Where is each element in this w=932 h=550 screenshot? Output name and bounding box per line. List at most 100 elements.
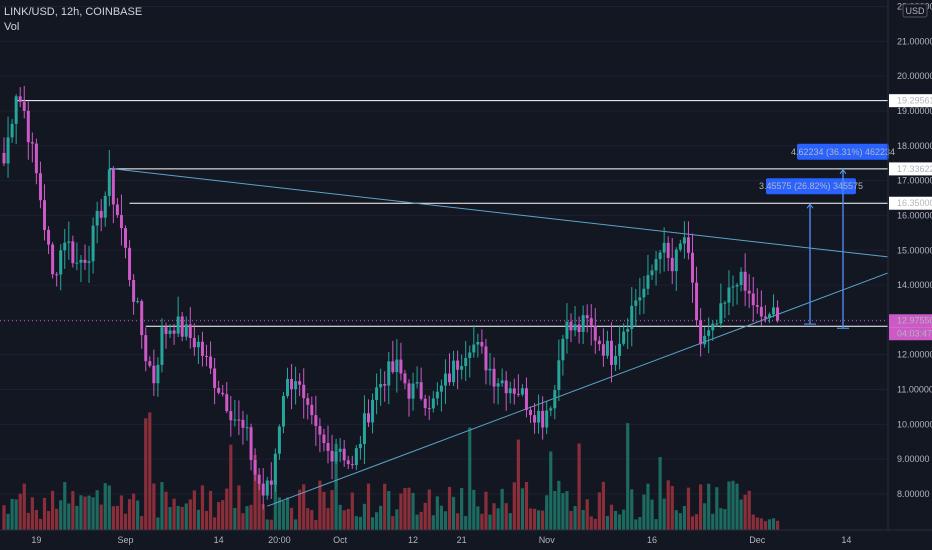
trendlines[interactable] [109, 167, 889, 507]
candle-body [371, 399, 375, 423]
candle-body [524, 388, 528, 410]
currency-badge[interactable]: USD [902, 3, 928, 18]
candle-body [682, 237, 686, 244]
price-measurements[interactable]: 3.45575 (26.82%) 345575 4.62234 (36.31%) … [759, 143, 895, 329]
candle-body [286, 378, 289, 396]
candle-body [723, 302, 727, 304]
volume-bar [156, 517, 160, 530]
candle-body [435, 391, 439, 399]
candle-body [439, 385, 443, 392]
volume-bar [666, 480, 670, 530]
last-price-label: 12.97550 [897, 316, 932, 326]
volume-bar [6, 513, 10, 530]
volume-bar [136, 500, 140, 530]
volume-bar [727, 481, 731, 530]
trendline[interactable] [267, 272, 889, 507]
candle-body [200, 341, 204, 356]
volume-bar [686, 487, 691, 530]
volume-bar [10, 498, 14, 530]
candle-body [711, 323, 715, 331]
countdown-label: 04:03:47 [897, 329, 932, 339]
candle-body [703, 335, 707, 345]
volume-bar [213, 517, 217, 530]
volume-bar [330, 490, 334, 530]
volume-bar [168, 506, 172, 530]
price-level-badge-label: 19.29561 [897, 96, 932, 106]
candle-body [484, 346, 488, 371]
trendline[interactable] [109, 167, 889, 258]
volume-bar [221, 500, 225, 530]
volume-bar [739, 499, 743, 530]
volume-bar [55, 508, 59, 530]
volume-bar [609, 504, 614, 530]
volume-bar [257, 482, 261, 530]
candles [2, 85, 780, 510]
volume-bar [654, 519, 658, 530]
volume-bar [200, 485, 205, 530]
candle-body [229, 411, 233, 421]
volume-bar [589, 516, 593, 530]
time-axis[interactable]: 19 Sep 14 20:00 Oct 12 21 Nov 16 Dec 14 [31, 535, 851, 545]
volume-bar [443, 511, 448, 530]
candle-body [124, 228, 127, 248]
candle-body [59, 250, 63, 275]
price-tick-label: 8.00000 [897, 489, 930, 499]
candle-body [164, 327, 168, 334]
volume-bar [302, 484, 306, 530]
candle-body [342, 448, 346, 461]
volume-bar [383, 483, 387, 530]
volume-bar [670, 486, 674, 530]
volume-bar [767, 519, 772, 530]
candle-body [776, 307, 780, 321]
candle-body [646, 275, 650, 289]
candle-body [735, 284, 739, 287]
volume-bar [253, 454, 257, 530]
volume-bar [314, 519, 318, 530]
volume-bar [334, 443, 338, 530]
volume-bar [237, 485, 241, 530]
candle-body [642, 288, 646, 298]
horizontal-levels[interactable] [0, 100, 888, 327]
volume-bar [350, 492, 354, 530]
volume-bar [476, 506, 480, 530]
candle-body [618, 343, 622, 356]
countdown-badge [889, 327, 932, 341]
candle-body [34, 143, 38, 174]
candle-body [176, 316, 180, 334]
candle-body [772, 307, 775, 315]
volume-bar [707, 483, 711, 530]
candle-body [504, 380, 508, 394]
volume-bar [30, 497, 34, 530]
candle-body [520, 388, 524, 395]
volume-bar [370, 517, 375, 530]
candle-body [119, 215, 123, 229]
volume-bar [127, 499, 132, 530]
volume-bar [298, 489, 302, 530]
volume-bar [597, 492, 601, 530]
last-price-badge [889, 314, 932, 328]
symbol-title: LINK/USD, 12h, COINBASE [4, 6, 143, 18]
candle-body [184, 324, 188, 337]
candle-body [691, 252, 694, 283]
candle-body [751, 293, 755, 306]
volume-bar [111, 506, 115, 530]
volume-bar [2, 505, 6, 530]
volume-bar [107, 485, 111, 530]
price-tick-label: 18.00000 [897, 141, 932, 151]
candle-body [379, 384, 383, 388]
price-range-measure[interactable]: 3.45575 (26.82%) 345575 [759, 178, 863, 325]
candle-body [318, 426, 322, 435]
candle-body [111, 169, 115, 205]
candle-body [225, 394, 229, 412]
candle-body [152, 365, 156, 384]
candle-body [399, 359, 403, 374]
price-range-measure[interactable]: 4.62234 (36.31%) 462234 [791, 143, 895, 329]
volume-bar [561, 493, 565, 530]
candle-body [38, 173, 42, 201]
candle-body [747, 290, 751, 294]
candle-body [541, 410, 545, 428]
candle-body [265, 480, 269, 496]
price-axis[interactable]: 22.0000021.0000020.0000019.0000018.00000… [897, 2, 932, 500]
candle-body [156, 364, 160, 384]
